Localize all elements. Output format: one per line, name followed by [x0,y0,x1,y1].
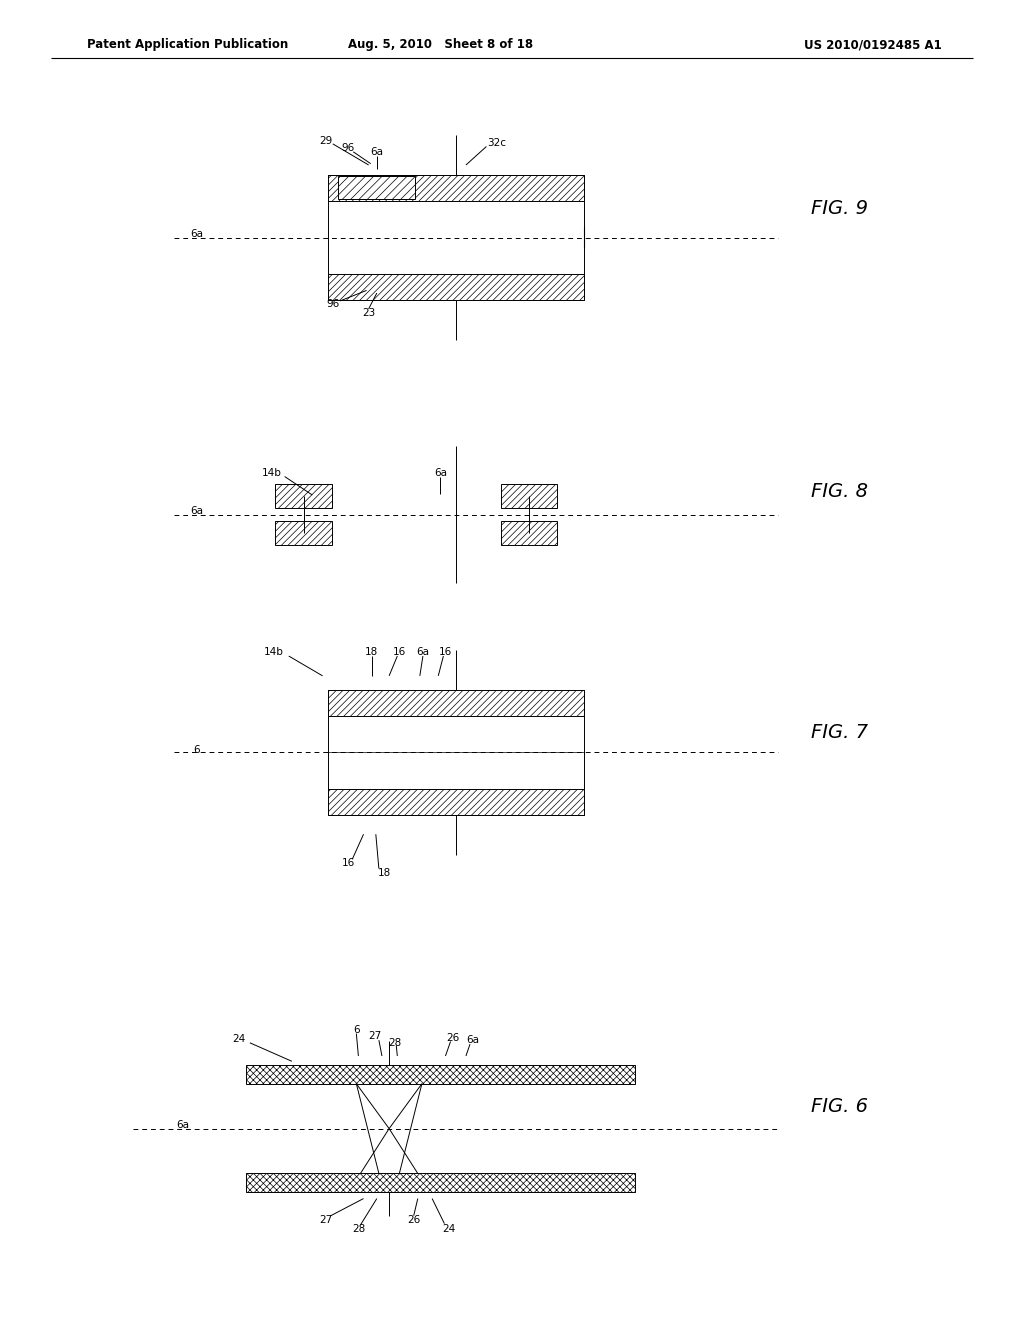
Bar [275,484,332,508]
Bar [501,521,557,545]
Text: 96: 96 [342,143,354,153]
Text: 26: 26 [446,1032,459,1043]
Text: 6: 6 [353,1024,359,1035]
Bar [328,275,584,301]
Bar [246,1065,635,1084]
Text: 16: 16 [342,858,354,869]
Bar [328,176,584,301]
Text: 6a: 6a [190,506,203,516]
Bar [328,788,584,814]
Bar [328,689,584,814]
Text: 18: 18 [366,647,378,657]
Text: 27: 27 [319,1214,332,1225]
Bar [328,176,584,202]
Text: 28: 28 [389,1038,401,1048]
Text: 6a: 6a [190,228,203,239]
Text: 6: 6 [194,744,200,755]
Text: 28: 28 [352,1224,365,1234]
Text: 24: 24 [442,1224,455,1234]
Bar [246,1173,635,1192]
Bar [275,521,332,545]
Text: 24: 24 [232,1034,245,1044]
Text: 6a: 6a [176,1119,188,1130]
Text: 6a: 6a [434,467,446,478]
Bar [501,484,557,508]
Bar [338,177,415,199]
Text: FIG. 8: FIG. 8 [811,482,868,500]
Text: 6a: 6a [467,1035,479,1045]
Text: 32c: 32c [487,137,506,148]
Text: Patent Application Publication: Patent Application Publication [87,38,289,51]
Text: 96: 96 [327,298,339,309]
Text: 6a: 6a [417,647,429,657]
Text: 27: 27 [369,1031,381,1041]
Text: 29: 29 [319,136,332,147]
Text: Aug. 5, 2010   Sheet 8 of 18: Aug. 5, 2010 Sheet 8 of 18 [348,38,532,51]
Bar [328,689,584,715]
Text: 23: 23 [362,308,375,318]
Text: 16: 16 [439,647,452,657]
Text: 14b: 14b [261,467,282,478]
Text: US 2010/0192485 A1: US 2010/0192485 A1 [804,38,942,51]
Text: FIG. 7: FIG. 7 [811,723,868,742]
Text: 18: 18 [378,867,390,878]
Text: 14b: 14b [263,647,284,657]
Text: 6a: 6a [371,147,383,157]
Text: FIG. 6: FIG. 6 [811,1097,868,1115]
Text: FIG. 9: FIG. 9 [811,199,868,218]
Text: 26: 26 [408,1214,420,1225]
Text: 16: 16 [393,647,406,657]
